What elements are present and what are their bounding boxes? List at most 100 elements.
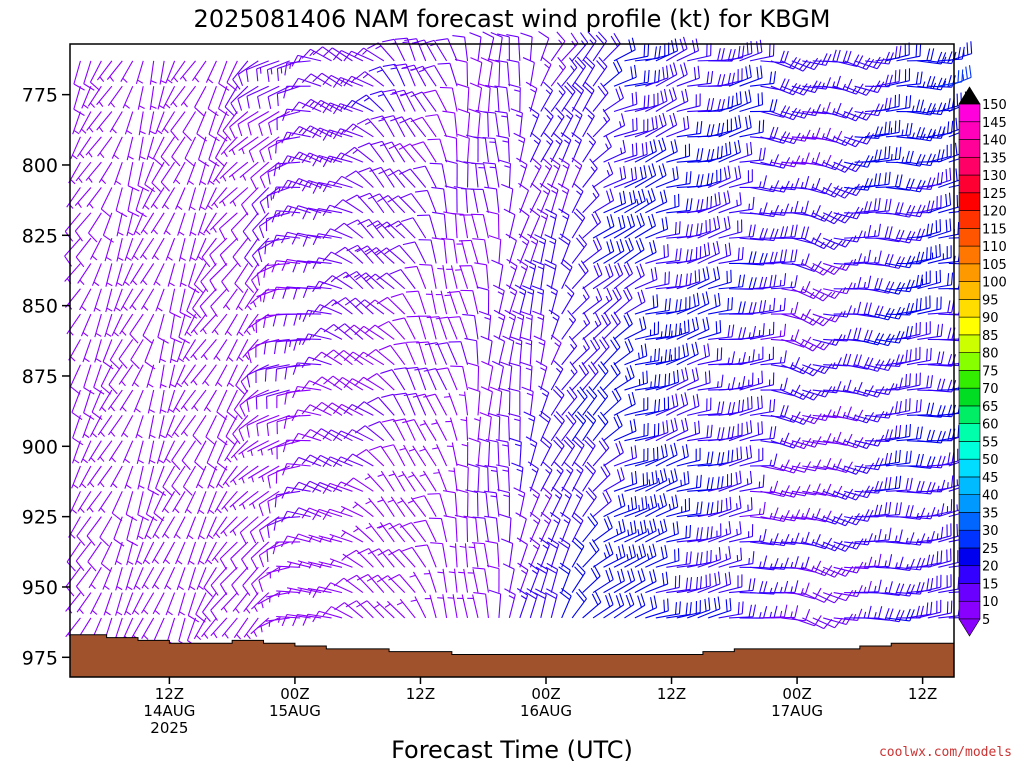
wind-barb [151, 541, 165, 564]
wind-barb [927, 600, 953, 619]
wind-barb [220, 516, 238, 537]
wind-barb [655, 601, 681, 619]
wind-barb [655, 468, 678, 492]
x-tick-label: 14AUG [143, 702, 195, 720]
wind-barb [332, 430, 364, 442]
wind-barb [172, 161, 186, 185]
wind-barb [460, 289, 479, 315]
wind-barb [471, 162, 490, 188]
wind-barb [645, 65, 669, 87]
wind-barb [212, 161, 228, 184]
wind-barb [781, 608, 811, 622]
wind-barb [865, 121, 891, 138]
wind-barb [250, 541, 270, 570]
wind-barb [676, 576, 702, 594]
wind-barb [195, 237, 207, 261]
wind-barb [875, 354, 904, 367]
wind-barb [437, 568, 448, 593]
wind-barb [384, 600, 406, 619]
wind-barb [189, 237, 197, 262]
wind-barb [164, 567, 176, 590]
wind-barb [833, 277, 862, 290]
wind-barb [770, 249, 798, 264]
wind-barb [365, 299, 395, 315]
wind-barb [485, 438, 500, 467]
wind-barb [366, 220, 395, 239]
wind-barb [481, 360, 494, 391]
wind-barb [355, 94, 385, 112]
wind-barb [256, 60, 280, 82]
wind-barb [165, 60, 176, 84]
wind-barb [364, 473, 385, 492]
wind-barb [739, 175, 768, 189]
wind-barb [781, 484, 811, 497]
wind-barb [204, 541, 217, 565]
wind-barb [613, 520, 637, 543]
wind-barb [124, 465, 134, 489]
wind-barb [718, 446, 743, 467]
wind-barb [885, 68, 911, 87]
wind-barb [896, 372, 921, 391]
wind-barb [158, 415, 166, 439]
wind-barb [525, 436, 538, 467]
wind-barb [571, 386, 588, 416]
wind-barb [529, 182, 542, 214]
wind-barb [229, 187, 249, 207]
wind-barb [301, 380, 332, 391]
wind-barb [571, 512, 584, 543]
wind-barb [156, 440, 165, 464]
wind-barb [728, 396, 753, 416]
wind-barb [749, 426, 777, 442]
wind-barb [218, 60, 230, 91]
wind-barb [312, 154, 343, 167]
wind-barb [613, 37, 636, 62]
wind-barb [592, 311, 612, 340]
wind-barb [69, 491, 81, 514]
wind-barb [135, 415, 144, 439]
wind-barb [266, 186, 290, 209]
wind-barb [265, 592, 290, 603]
wind-barb [226, 364, 238, 388]
wind-barb [624, 188, 646, 214]
wind-barb [393, 392, 416, 416]
wind-barb [749, 453, 778, 467]
wind-barb [645, 598, 669, 619]
wind-barb [410, 116, 437, 138]
wind-barb [399, 193, 427, 214]
wind-barb [343, 378, 374, 391]
wind-barb [666, 367, 689, 391]
wind-barb [76, 516, 92, 546]
wind-barb [127, 162, 140, 192]
wind-barb [634, 494, 658, 518]
wind-barb [283, 414, 311, 429]
wind-barb [812, 540, 843, 552]
wind-barb [377, 470, 395, 492]
wind-barb [708, 269, 732, 290]
wind-barb [382, 63, 406, 87]
wind-barb [197, 516, 207, 540]
wind-barb [582, 565, 601, 594]
colorbar-segment [958, 547, 981, 567]
wind-barb [199, 313, 217, 335]
colorbar-label: 85 [982, 329, 999, 344]
wind-barb [875, 449, 901, 467]
wind-barb [232, 592, 249, 614]
wind-barb [312, 304, 343, 315]
wind-barb [645, 137, 667, 163]
wind-barb [451, 212, 469, 239]
wind-barb [355, 272, 385, 290]
wind-barb [697, 596, 721, 619]
wind-barb [267, 161, 290, 185]
wind-barb [493, 309, 506, 340]
wind-barb [473, 591, 490, 618]
wind-barb [645, 373, 671, 391]
wind-barb [301, 152, 332, 164]
wind-barb [718, 165, 742, 188]
wind-barb [697, 292, 721, 315]
wind-barb [237, 85, 259, 111]
wind-barb [266, 566, 290, 579]
wind-barb [917, 195, 942, 214]
wind-barb [687, 397, 712, 416]
wind-barb [812, 262, 843, 275]
